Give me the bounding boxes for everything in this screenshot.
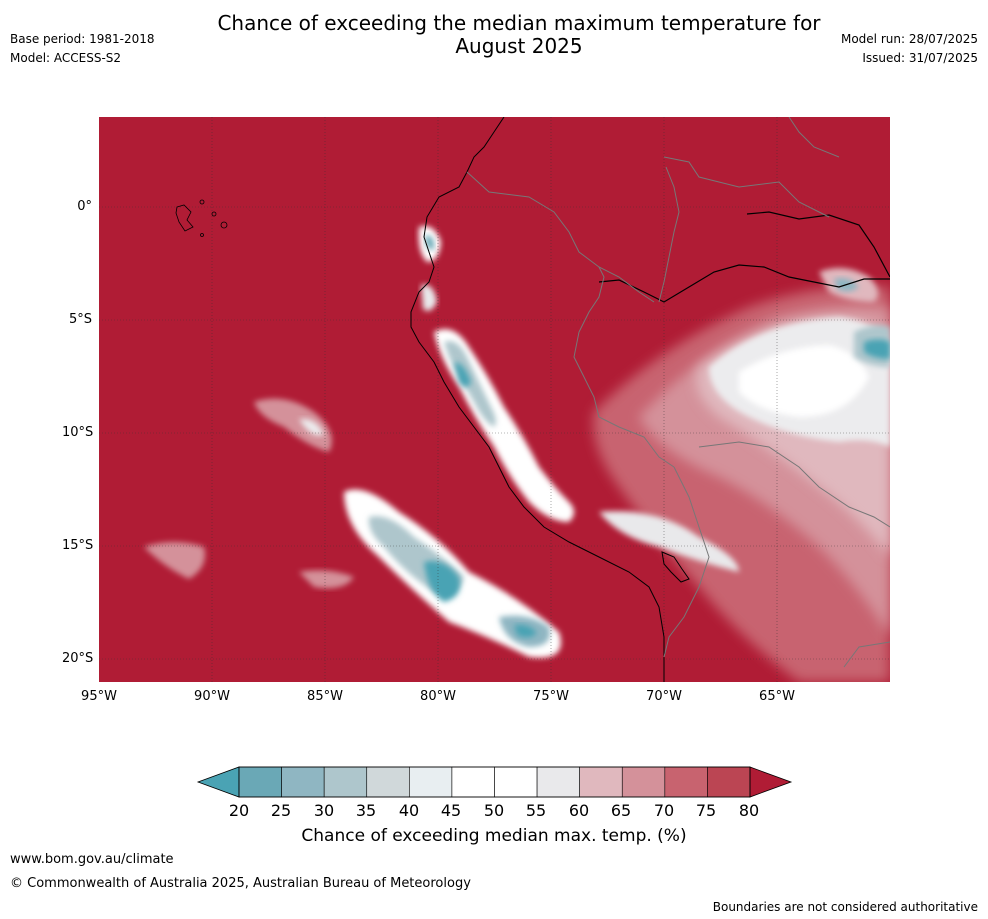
issued-date: Issued: 31/07/2025 — [862, 51, 978, 65]
y-tick-label: 15°S — [62, 538, 94, 553]
colorbar-title: Chance of exceeding median max. temp. (%… — [301, 826, 687, 846]
colorbar-swatch — [409, 766, 453, 798]
colorbar — [196, 766, 793, 798]
colorbar-swatch — [451, 766, 495, 798]
colorbar-low-arrow — [196, 766, 240, 798]
graticule — [99, 117, 890, 682]
galapagos-islands — [175, 199, 228, 237]
x-tick-label: 75°W — [533, 689, 569, 704]
footer-copyright: © Commonwealth of Australia 2025, Austra… — [10, 876, 471, 891]
country-borders — [466, 117, 890, 668]
colorbar-swatch — [536, 766, 580, 798]
colorbar-swatch — [238, 766, 282, 798]
colorbar-tick-label: 35 — [355, 801, 377, 820]
colorbar-tick-label: 80 — [738, 801, 760, 820]
colorbar-swatch — [579, 766, 623, 798]
colorbar-swatches — [238, 766, 751, 798]
x-tick-label: 85°W — [307, 689, 343, 704]
colorbar-tick-label: 75 — [695, 801, 717, 820]
colorbar-tick-label: 25 — [270, 801, 292, 820]
colorbar-tick-label: 55 — [525, 801, 547, 820]
colorbar-tick-label: 30 — [313, 801, 335, 820]
colorbar-tick-label: 40 — [398, 801, 420, 820]
colorbar-tick-label: 50 — [483, 801, 505, 820]
colorbar-swatch — [664, 766, 708, 798]
x-tick-label: 70°W — [646, 689, 682, 704]
colorbar-tick-label: 60 — [568, 801, 590, 820]
probability-map — [99, 117, 890, 682]
coastline — [410, 117, 665, 682]
western-warm-patches — [144, 398, 354, 589]
colorbar-tick-label: 45 — [440, 801, 462, 820]
footer-url: www.bom.gov.au/climate — [10, 852, 174, 867]
coastline — [746, 211, 890, 278]
y-tick-label: 10°S — [62, 425, 94, 440]
map-title-line1: Chance of exceeding the median maximum t… — [217, 11, 821, 35]
coastline — [598, 264, 890, 303]
colorbar-tick-label: 20 — [228, 801, 250, 820]
x-tick-label: 65°W — [759, 689, 795, 704]
colorbar-swatch — [494, 766, 538, 798]
map-title: Chance of exceeding the median maximum t… — [0, 12, 988, 58]
colorbar-frame — [238, 766, 751, 798]
base-period: Base period: 1981-2018 — [10, 32, 155, 46]
x-tick-label: 95°W — [81, 689, 117, 704]
lake-titicaca — [661, 551, 690, 583]
model-name: Model: ACCESS-S2 — [10, 51, 122, 65]
footer-note: Boundaries are not considered authoritat… — [712, 900, 978, 914]
colorbar-tick-label: 70 — [653, 801, 675, 820]
colorbar-high-arrow — [749, 766, 793, 798]
eastern-probability-zone — [593, 268, 890, 682]
map-title-line2: August 2025 — [455, 34, 583, 58]
y-tick-label: 20°S — [62, 651, 94, 666]
y-tick-label: 5°S — [68, 312, 92, 327]
colorbar-swatch — [281, 766, 325, 798]
x-tick-label: 80°W — [420, 689, 456, 704]
y-tick-label: 0° — [77, 199, 92, 214]
colorbar-swatch — [621, 766, 666, 798]
colorbar-tick-label: 65 — [610, 801, 632, 820]
x-tick-label: 90°W — [194, 689, 230, 704]
colorbar-swatch — [323, 766, 368, 798]
offshore-cool-zone — [344, 489, 561, 658]
colorbar-swatch — [366, 766, 410, 798]
colorbar-swatch — [707, 766, 751, 798]
model-run: Model run: 28/07/2025 — [840, 32, 978, 46]
